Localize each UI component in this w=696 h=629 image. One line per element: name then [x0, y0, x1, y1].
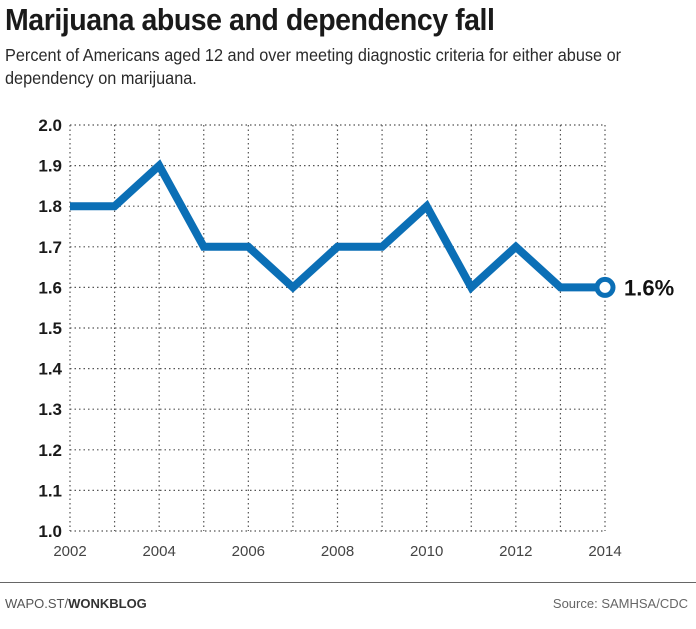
line-chart: 2.01.91.81.71.61.51.41.31.21.11.0 2002 20… [38, 116, 674, 560]
x-tick-label: 2008 [321, 543, 354, 560]
y-tick-label: 1.4 [38, 360, 62, 379]
chart-subtitle: Percent of Americans aged 12 and over me… [5, 45, 622, 88]
footer-credit: WAPO.ST/WONKBLOG [5, 596, 147, 611]
series [70, 159, 605, 294]
annotations: 1.6% [594, 275, 674, 300]
end-marker-circle [594, 276, 616, 298]
x-tick-label: 2014 [588, 543, 621, 560]
y-tick-label: 1.1 [38, 481, 62, 500]
x-tick-label: 2010 [410, 543, 443, 560]
y-tick-label: 1.0 [38, 522, 62, 541]
y-tick-label: 1.9 [38, 157, 62, 176]
y-axis-ticks: 2.0 1.9 1.8 1.7 1.6 1.5 1.4 1.3 1.2 1.1 1.0 [38, 116, 62, 541]
y-tick-label: 1.2 [38, 441, 62, 460]
x-tick-label: 2004 [142, 543, 175, 560]
y-tick-label: 1.3 [38, 400, 62, 419]
x-axis-ticks: 2002 2004 2006 2008 2010 2012 2014 [53, 543, 621, 560]
y-tick-label: 1.5 [38, 319, 62, 338]
x-tick-label: 2006 [232, 543, 265, 560]
y-tick-label: 2.0 [38, 116, 62, 135]
credit-prefix: WAPO.ST/ [5, 596, 69, 611]
y-tick-label: 1.8 [38, 197, 62, 216]
credit-bold: WONKBLOG [68, 596, 147, 611]
x-tick-label: 2012 [499, 543, 532, 560]
y-tick-label: 1.7 [38, 238, 62, 257]
y-tick-label: 1.6 [38, 278, 62, 297]
footer-divider [0, 582, 696, 583]
series-line [70, 159, 605, 294]
footer-source: Source: SAMHSA/CDC [552, 596, 688, 611]
chart-title: Marijuana abuse and dependency fall [5, 2, 495, 37]
x-tick-label: 2002 [53, 543, 86, 560]
grid [69, 124, 606, 532]
end-value-label: 1.6% [624, 275, 674, 300]
